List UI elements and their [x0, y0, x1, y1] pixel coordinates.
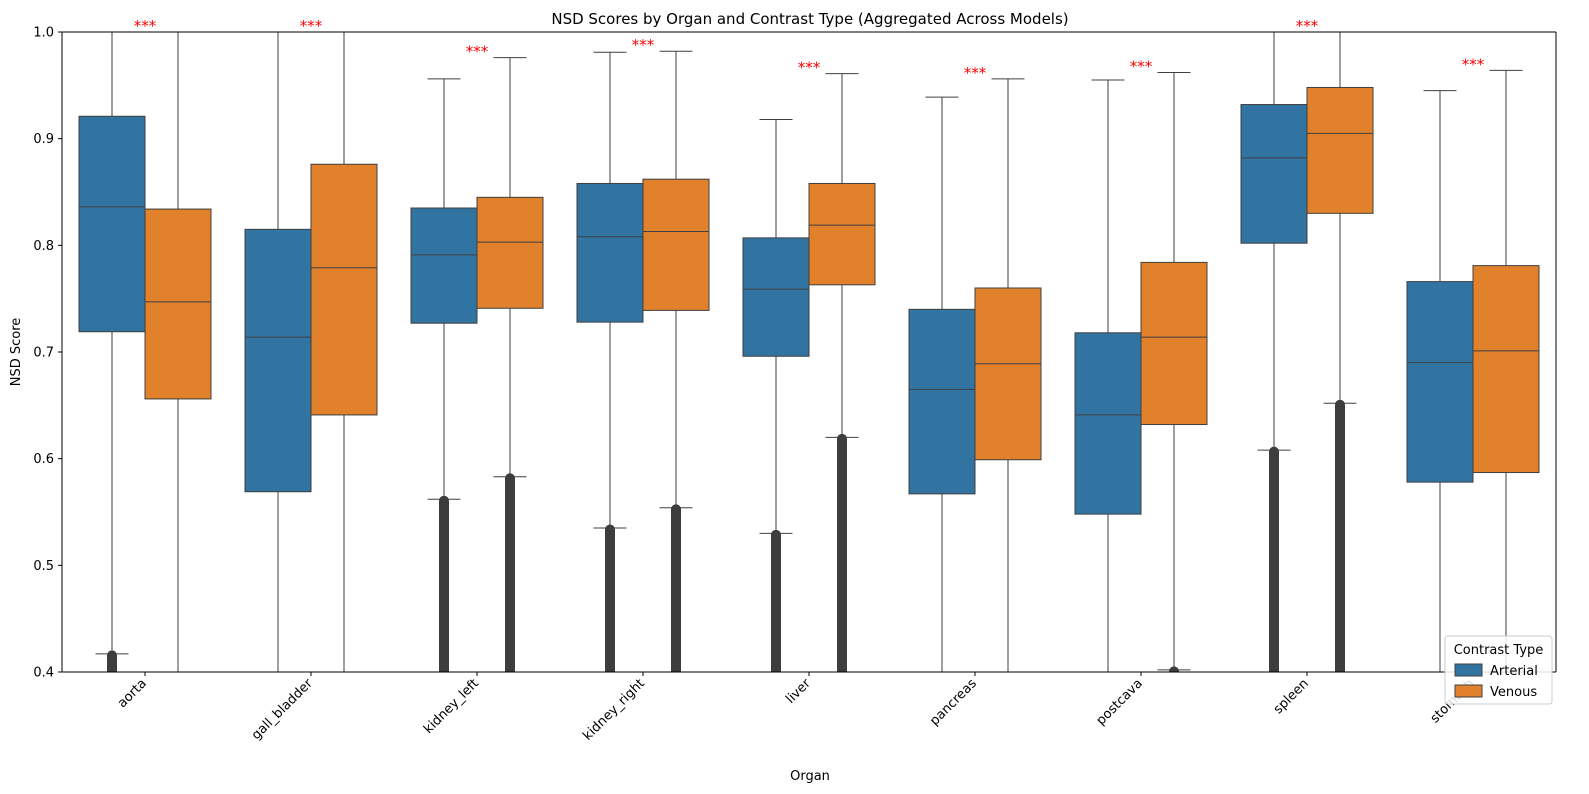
box-stomach-venous	[1472, 69, 1540, 672]
box-iqr	[310, 163, 378, 416]
box-liver-venous	[808, 73, 876, 672]
legend-swatch	[1454, 684, 1483, 698]
y-tick-label: 0.5	[33, 559, 54, 574]
box-iqr	[576, 182, 644, 323]
box-kidney_right-arterial	[576, 51, 644, 672]
x-tick-label: pancreas	[927, 676, 980, 729]
box-liver-arterial	[742, 118, 810, 672]
y-axis-label: NSD Score	[9, 318, 24, 387]
y-tick-label: 0.8	[33, 239, 54, 254]
significance-marker: ***	[964, 64, 987, 82]
significance-marker: ***	[1462, 55, 1485, 73]
significance-marker: ***	[134, 17, 157, 35]
legend-title: Contrast Type	[1454, 643, 1544, 658]
outlier-points	[605, 524, 615, 672]
box-iqr	[1240, 104, 1308, 244]
box-kidney_left-venous	[476, 57, 544, 672]
outlier-points	[1169, 666, 1179, 672]
box-iqr	[244, 228, 312, 493]
box-spleen-arterial	[1240, 31, 1308, 672]
box-stomach-arterial	[1406, 90, 1474, 672]
chart-title: NSD Scores by Organ and Contrast Type (A…	[551, 10, 1068, 28]
box-iqr	[1140, 261, 1208, 426]
x-tick-label: postcava	[1094, 676, 1146, 728]
outlier-points	[771, 529, 781, 672]
x-tick-label: spleen	[1271, 676, 1312, 717]
box-iqr	[476, 196, 544, 309]
outlier-points	[505, 473, 515, 672]
box-postcava-venous	[1140, 72, 1208, 672]
x-tick-label: kidney_left	[421, 676, 482, 737]
x-tick-label: gall_bladder	[249, 676, 316, 743]
significance-marker: ***	[466, 43, 489, 61]
legend-label: Venous	[1490, 685, 1537, 700]
x-tick-label: aorta	[115, 676, 150, 711]
outlier-points	[1269, 446, 1279, 672]
outlier-points	[1335, 399, 1345, 672]
box-iqr	[78, 115, 146, 333]
y-tick-label: 0.6	[33, 452, 54, 467]
outlier-points	[107, 650, 117, 672]
box-pancreas-arterial	[908, 96, 976, 672]
legend-label: Arterial	[1490, 664, 1538, 679]
box-gall_bladder-arterial	[244, 31, 312, 672]
box-iqr	[1406, 281, 1474, 483]
legend[interactable]: Contrast Type Arterial Venous	[1444, 635, 1553, 705]
legend-item-venous[interactable]: Venous	[1454, 684, 1537, 700]
x-axis-label: Organ	[790, 769, 830, 784]
box-iqr	[1074, 332, 1142, 515]
y-tick-label: 0.9	[33, 132, 54, 147]
box-iqr	[642, 178, 710, 311]
box-aorta-venous	[144, 31, 212, 672]
outlier-points	[439, 495, 449, 672]
y-tick-label: 0.7	[33, 346, 54, 361]
significance-marker: ***	[798, 59, 821, 77]
x-tick-label: liver	[783, 676, 814, 707]
box-iqr	[742, 237, 810, 357]
x-tick-label: kidney_right	[580, 676, 647, 743]
box-postcava-arterial	[1074, 79, 1142, 672]
boxes-group	[78, 31, 1540, 672]
box-kidney_left-arterial	[410, 78, 478, 672]
box-iqr	[410, 207, 478, 324]
box-iqr	[974, 287, 1042, 461]
significance-marker: ***	[1130, 58, 1153, 76]
legend-swatch	[1454, 663, 1483, 677]
plot-area: *** *** *** *** *** *** *** *** *** 0.4 0.5 0.6 0.7 0…	[33, 17, 1557, 744]
outlier-points	[837, 433, 847, 672]
box-iqr	[908, 308, 976, 495]
box-aorta-arterial	[78, 31, 146, 672]
outlier-points	[671, 504, 681, 672]
box-pancreas-venous	[974, 78, 1042, 672]
box-iqr	[1306, 86, 1374, 214]
box-kidney_right-venous	[642, 50, 710, 672]
significance-marker: ***	[300, 17, 323, 35]
significance-marker: ***	[1296, 17, 1319, 35]
box-spleen-venous	[1306, 31, 1374, 672]
box-iqr	[808, 182, 876, 286]
y-tick-label: 0.4	[33, 666, 54, 681]
box-iqr	[144, 208, 212, 400]
y-tick-label: 1.0	[33, 26, 54, 41]
significance-marker: ***	[632, 36, 655, 54]
box-iqr	[1472, 265, 1540, 474]
box-gall_bladder-venous	[310, 31, 378, 672]
legend-item-arterial[interactable]: Arterial	[1454, 663, 1538, 679]
